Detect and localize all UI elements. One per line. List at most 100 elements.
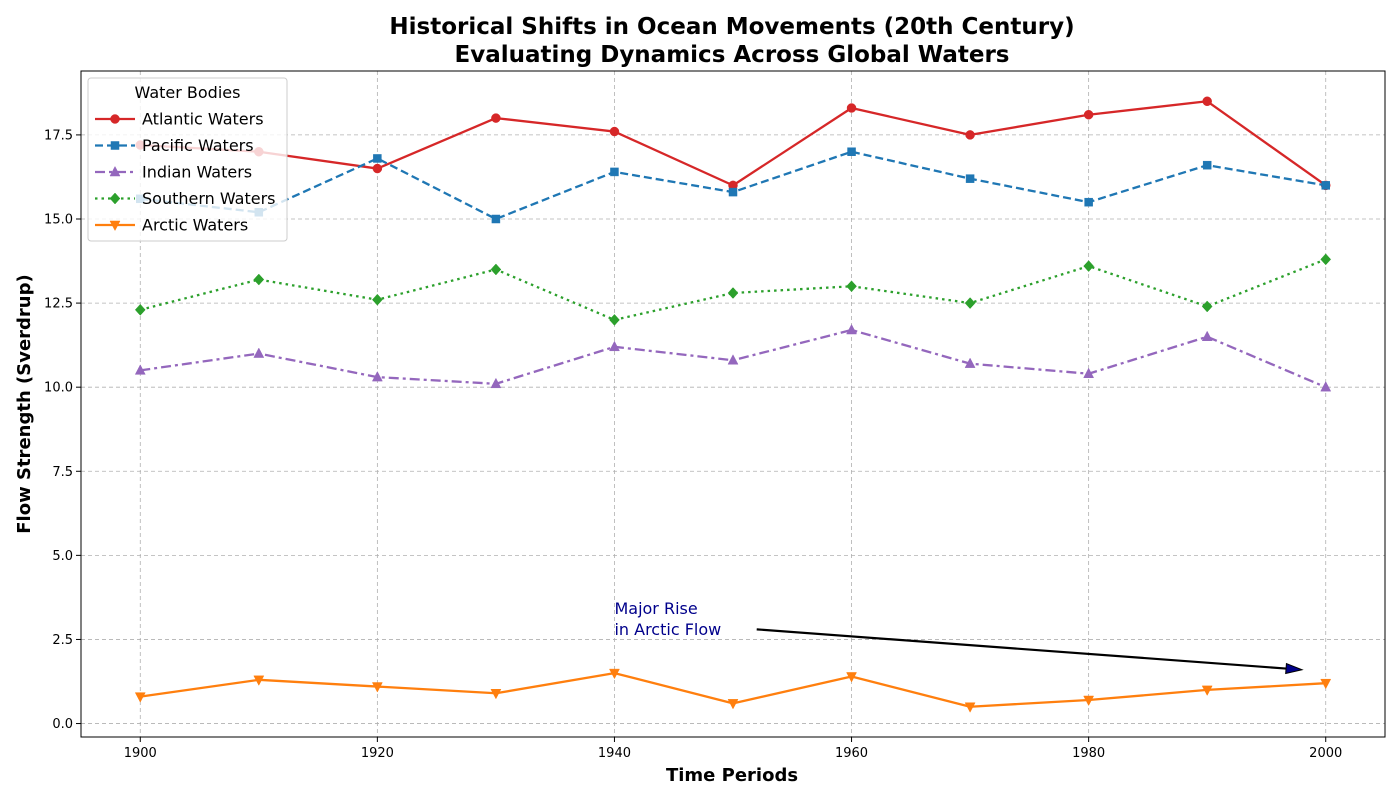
series-layer [134,96,1332,713]
data-point-southern-waters [846,280,857,293]
data-point-atlantic-waters [846,103,857,113]
y-tick-label: 5.0 [52,549,73,564]
data-point-pacific-waters [1321,181,1330,190]
x-tick-label: 1960 [835,746,868,761]
data-point-indian-waters [490,377,502,389]
data-point-arctic-waters [1201,685,1213,696]
y-tick-label: 10.0 [44,381,73,396]
legend-entry-indian-waters: Indian Waters [95,163,252,182]
y-ticks: 0.0 2.5 5.0 7.5 10.0 12.5 15.0 17.5 [44,128,81,732]
data-point-pacific-waters [1202,160,1212,170]
legend-marker-indian-waters [109,165,121,177]
data-point-pacific-waters [728,187,738,197]
x-tick-label: 1920 [361,746,394,761]
data-point-southern-waters [1083,260,1094,272]
data-point-southern-waters [964,297,976,309]
data-point-pacific-waters [847,147,856,156]
chart-title-line2: Evaluating Dynamics Across Global Waters [455,42,1010,68]
data-point-indian-waters [609,340,620,352]
legend-title: Water Bodies [135,83,241,102]
data-point-pacific-waters [491,214,501,224]
data-point-indian-waters [134,364,146,375]
data-point-indian-waters [964,357,976,368]
x-tick-label: 2000 [1309,746,1342,761]
data-point-arctic-waters [490,689,502,700]
legend-marker-pacific-waters [110,141,120,150]
data-point-arctic-waters [1320,678,1332,690]
data-point-southern-waters [253,273,265,286]
y-tick-label: 12.5 [44,297,73,312]
legend-label-indian-waters: Indian Waters [142,163,252,182]
data-point-arctic-waters [371,682,383,693]
plot-frame [80,70,1386,738]
legend-box [87,77,288,242]
legend-label-arctic-waters: Arctic Waters [142,216,248,235]
data-point-pacific-waters [373,154,382,163]
annotation-text-line2: in Arctic Flow [614,620,721,639]
legend-entry-arctic-waters: Arctic Waters [95,216,248,235]
data-point-pacific-waters [610,167,619,177]
data-point-southern-waters [1201,300,1213,313]
x-axis-label: Time Periods [666,765,798,786]
legend-label-pacific-waters: Pacific Waters [142,136,254,155]
x-tick-label: 1900 [124,746,157,761]
grid-lines [81,71,1385,737]
data-point-southern-waters [372,293,383,306]
data-point-southern-waters [134,303,146,316]
annotation-arrow-shaft [756,628,1287,670]
data-point-atlantic-waters [372,163,383,174]
data-point-atlantic-waters [609,126,620,137]
x-ticks: 1900 1920 1940 1960 1980 2000 [124,737,1342,761]
data-point-indian-waters [371,371,383,382]
data-point-atlantic-waters [491,113,501,123]
series-indian-waters [134,323,1332,392]
series-arctic-waters [134,668,1332,713]
data-point-arctic-waters [253,675,265,686]
data-point-indian-waters [727,354,739,365]
data-point-arctic-waters [846,672,857,683]
data-point-southern-waters [609,314,620,326]
series-southern-waters [134,253,1332,326]
y-tick-label: 17.5 [44,128,73,143]
data-point-pacific-waters [1084,197,1093,207]
data-point-indian-waters [1083,367,1095,378]
data-point-indian-waters [253,347,265,358]
data-point-southern-waters [1320,253,1332,266]
data-point-arctic-waters [609,668,620,680]
legend-label-atlantic-waters: Atlantic Waters [142,110,264,129]
y-tick-label: 2.5 [52,633,73,648]
y-tick-label: 7.5 [52,465,73,480]
data-point-atlantic-waters [965,130,975,140]
data-point-pacific-waters [965,174,975,183]
legend-marker-atlantic-waters [110,114,120,124]
annotation-arrow-head [1285,662,1304,675]
data-point-southern-waters [490,263,502,276]
y-axis-label: Flow Strength (Sverdrup) [14,274,35,533]
legend-marker-arctic-waters [109,220,121,232]
series-line-southern-waters [139,258,1327,322]
data-point-arctic-waters [1083,695,1095,707]
legend-label-southern-waters: Southern Waters [142,189,276,208]
legend-marker-southern-waters [109,192,121,205]
legend-entry-pacific-waters: Pacific Waters [95,136,254,155]
data-point-indian-waters [1201,330,1213,341]
y-tick-label: 0.0 [52,717,73,732]
x-tick-label: 1940 [598,746,631,761]
data-point-arctic-waters [134,692,146,703]
data-point-arctic-waters [727,699,739,710]
annotation-layer: Major Rise in Arctic Flow [614,599,1304,675]
chart-title-line1: Historical Shifts in Ocean Movements (20… [389,14,1074,40]
legend-entry-atlantic-waters: Atlantic Waters [95,110,264,129]
data-point-indian-waters [1320,381,1332,392]
y-tick-label: 15.0 [44,213,73,228]
annotation-text-line1: Major Rise [614,599,697,618]
series-atlantic-waters [135,96,1331,191]
legend: Water Bodies Atlantic Waters Pacific Water… [87,77,288,242]
legend-entry-southern-waters: Southern Waters [95,189,276,208]
series-line-atlantic-waters [140,100,1327,187]
data-point-indian-waters [846,323,857,335]
data-point-southern-waters [727,287,739,299]
data-point-atlantic-waters [1083,109,1094,120]
x-tick-label: 1980 [1072,746,1105,761]
data-point-atlantic-waters [1202,96,1212,107]
